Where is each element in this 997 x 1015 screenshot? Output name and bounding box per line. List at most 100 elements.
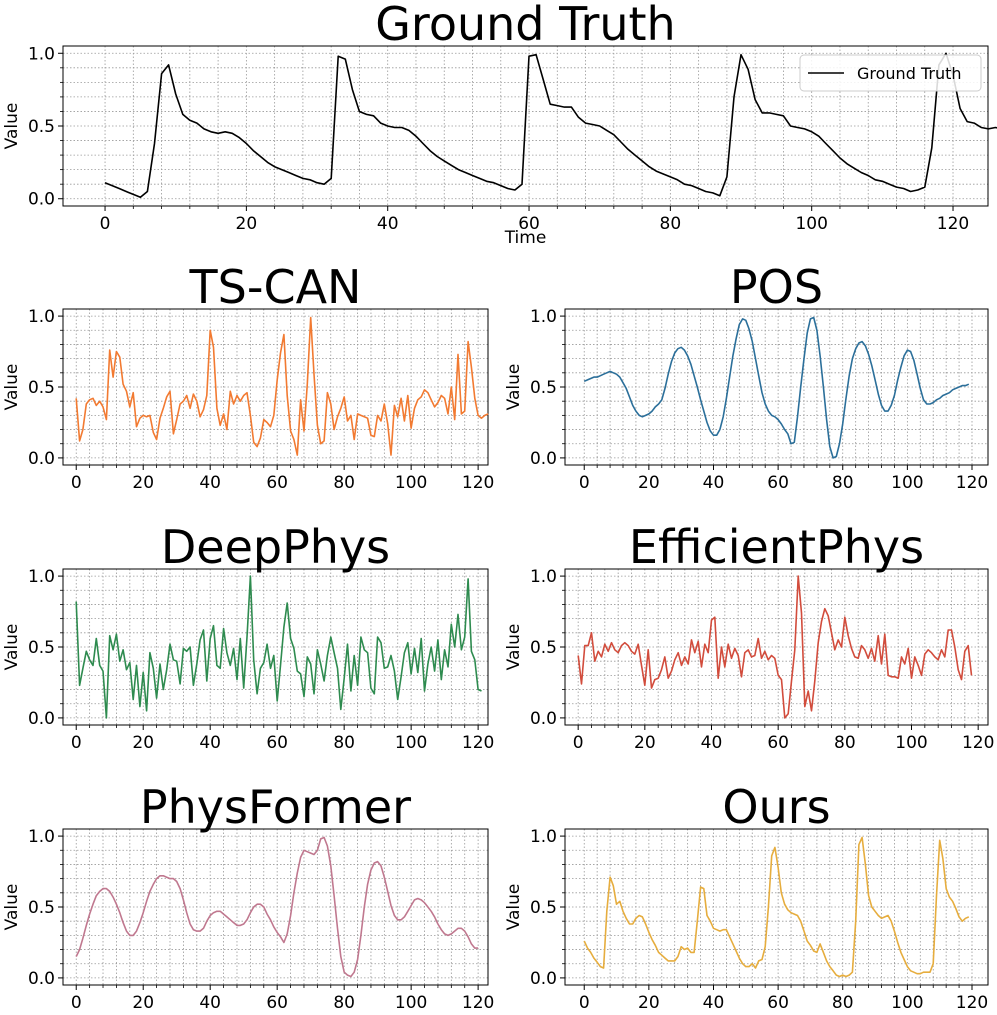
x-tick-label: 60 (767, 473, 789, 493)
x-tick-label: 0 (100, 214, 111, 234)
y-tick-label: 1.0 (28, 307, 55, 327)
y-tick-label: 0.5 (28, 117, 55, 137)
y-tick-label: 1.0 (530, 307, 557, 327)
x-tick-label: 80 (834, 733, 856, 753)
y-tick-label: 1.0 (28, 567, 55, 587)
chart-tscan: 0 20 40 60 80 100 120 0.0 0.5 1.0 TS-CAN Value (2, 260, 494, 493)
x-tick-label: 20 (132, 733, 154, 753)
x-tick-label: 80 (832, 473, 854, 493)
y-axis-label: Value (504, 624, 524, 671)
gridlines (565, 829, 988, 985)
x-tick-label: 0 (579, 993, 590, 1013)
chart-deepphys: 0 20 40 60 80 100 120 0.0 0.5 1.0 DeepPhys Value (2, 520, 494, 753)
y-axis-label: Value (2, 624, 22, 671)
y-axis-label: Value (2, 884, 22, 931)
gridlines (63, 46, 988, 206)
chart-title: PhysFormer (140, 780, 411, 834)
y-tick-label: 0.0 (530, 449, 557, 469)
gridlines (565, 309, 988, 465)
chart-efficientphys: 0 20 40 60 80 100 120 0.0 0.5 1.0 EfficientPhys Val… (504, 520, 994, 753)
y-tick-label: 1.0 (28, 827, 55, 847)
series-line-tscan (75, 316, 489, 456)
x-tick-label: 80 (660, 214, 682, 234)
x-tick-label: 60 (767, 993, 789, 1013)
x-tick-label: 20 (638, 993, 660, 1013)
x-tick-label: 120 (956, 993, 988, 1013)
chart-title: DeepPhys (161, 520, 390, 574)
y-tick-label: 0.5 (28, 378, 55, 398)
chart-title: TS-CAN (189, 260, 362, 314)
x-tick-label: 100 (891, 993, 923, 1013)
series-line-efficientphys (577, 575, 973, 719)
y-axis-label: Value (504, 884, 524, 931)
x-tick-label: 40 (377, 214, 399, 234)
y-tick-label: 0.0 (28, 969, 55, 989)
y-tick-label: 0.0 (28, 709, 55, 729)
x-tick-label: 60 (767, 733, 789, 753)
legend-label: Ground Truth (857, 64, 962, 83)
x-tick-label: 100 (395, 993, 427, 1013)
x-tick-label: 60 (266, 993, 288, 1013)
x-tick-label: 20 (132, 473, 154, 493)
x-tick-label: 120 (962, 733, 994, 753)
series-line-physformer (75, 836, 479, 978)
y-tick-label: 1.0 (530, 567, 557, 587)
y-tick-label: 0.0 (530, 709, 557, 729)
chart-title: EfficientPhys (629, 520, 924, 574)
x-tick-label: 0 (579, 473, 590, 493)
y-tick-label: 0.5 (530, 898, 557, 918)
x-tick-label: 100 (395, 733, 427, 753)
y-tick-label: 0.0 (28, 449, 55, 469)
gridlines (63, 829, 488, 985)
chart-physformer: 0 20 40 60 80 100 120 0.0 0.5 1.0 PhysFormer Value (2, 780, 494, 1013)
chart-title: Ground Truth (375, 0, 675, 51)
y-tick-label: 0.5 (530, 638, 557, 658)
chart-ours: 0 20 40 60 80 100 120 0.0 0.5 1.0 Ours Value (504, 780, 989, 1013)
x-tick-label: 80 (333, 993, 355, 1013)
x-tick-label: 20 (638, 473, 660, 493)
x-tick-label: 20 (132, 993, 154, 1013)
chart-title: Ours (722, 780, 830, 834)
x-tick-label: 100 (395, 473, 427, 493)
x-tick-label: 100 (891, 473, 923, 493)
legend-box (799, 54, 982, 92)
chart-pos: 0 20 40 60 80 100 120 0.0 0.5 1.0 POS Value (504, 260, 989, 493)
x-tick-label: 120 (462, 733, 494, 753)
x-tick-label: 60 (518, 214, 540, 234)
x-tick-label: 40 (199, 733, 221, 753)
x-tick-label: 60 (266, 733, 288, 753)
x-tick-label: 80 (333, 473, 355, 493)
x-tick-label: 120 (937, 214, 969, 234)
gridlines (63, 569, 488, 725)
x-tick-label: 40 (703, 993, 725, 1013)
x-tick-label: 120 (462, 993, 494, 1013)
y-tick-label: 1.0 (28, 44, 55, 64)
x-tick-label: 40 (701, 733, 723, 753)
chart-title: POS (730, 260, 823, 314)
x-tick-label: 100 (895, 733, 927, 753)
y-tick-label: 0.0 (28, 190, 55, 210)
x-tick-label: 40 (199, 993, 221, 1013)
x-tick-label: 40 (199, 473, 221, 493)
series-line-pos (583, 316, 970, 459)
x-tick-label: 0 (71, 473, 82, 493)
y-tick-label: 0.5 (530, 378, 557, 398)
x-tick-label: 120 (956, 473, 988, 493)
y-tick-label: 0.5 (28, 638, 55, 658)
x-tick-label: 20 (236, 214, 258, 234)
y-tick-label: 0.5 (28, 898, 55, 918)
legend: Ground Truth (799, 54, 982, 92)
x-tick-label: 0 (71, 993, 82, 1013)
chart-gt: 0 20 40 60 80 100 120 0.0 0.5 1.0 Ground Truth Valu… (2, 0, 997, 248)
y-tick-label: 0.0 (530, 969, 557, 989)
y-axis-label: Value (504, 364, 524, 411)
series-line-gt (104, 52, 997, 199)
x-tick-label: 80 (832, 993, 854, 1013)
y-axis-label: Value (2, 103, 22, 150)
series-line-deepphys (75, 575, 482, 719)
y-axis-label: Value (2, 364, 22, 411)
x-tick-label: 0 (71, 733, 82, 753)
x-axis-label: Time (504, 228, 547, 248)
x-tick-label: 100 (795, 214, 827, 234)
